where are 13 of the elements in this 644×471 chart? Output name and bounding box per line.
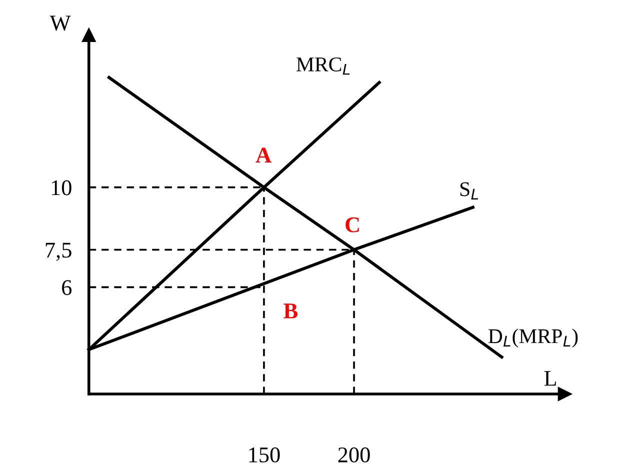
series-label: S$_{L}$ <box>460 182 478 200</box>
y-tick-label: 10 <box>52 180 72 196</box>
x-tick-label: 150 <box>249 447 280 462</box>
annotation: C <box>346 217 359 232</box>
y-tick-label: 6 <box>62 280 72 296</box>
x-axis-title: L <box>544 371 556 386</box>
y-tick-label: 7,5 <box>46 242 72 261</box>
annotation: B <box>284 304 298 318</box>
annotation: A <box>256 148 272 162</box>
x-tick-label: 200 <box>338 447 370 462</box>
series-label: D$_{L}$(MRP$_{L}$) <box>488 328 578 348</box>
series-label: MRC$_{L}$ <box>296 57 350 75</box>
y-axis-title: W <box>50 16 71 31</box>
